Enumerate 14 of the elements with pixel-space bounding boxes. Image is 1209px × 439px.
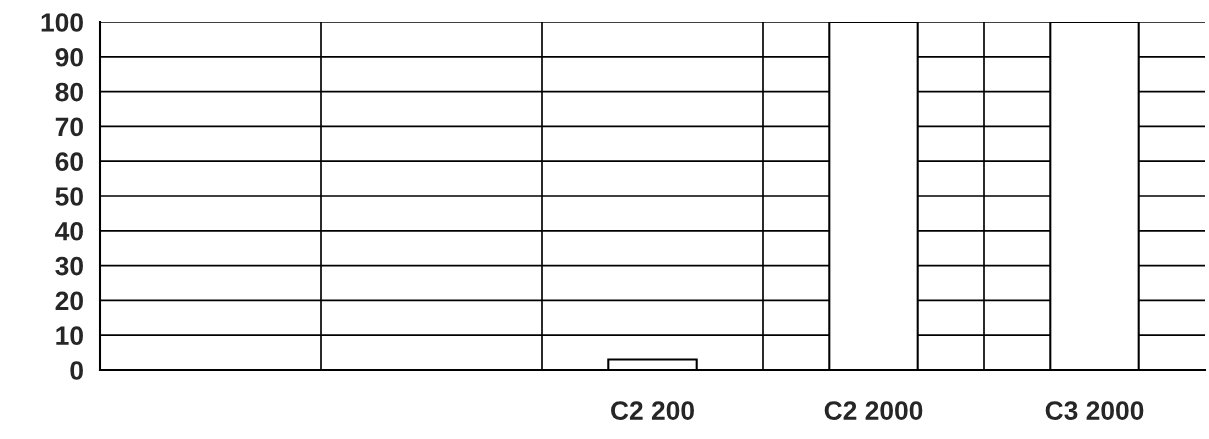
y-tick-label: 40 xyxy=(55,221,83,241)
y-tick-label: 50 xyxy=(55,187,83,206)
y-tick-label: 60 xyxy=(55,152,83,172)
y-tick-label: 70 xyxy=(55,117,83,137)
x-tick-label: C2 200 xyxy=(611,401,694,420)
y-tick-label: 0 xyxy=(70,361,83,380)
y-tick-label: 90 xyxy=(55,47,83,67)
y-tick-label: 100 xyxy=(41,13,83,32)
y-tick-label: 10 xyxy=(56,326,83,346)
y-tick-label: 30 xyxy=(55,256,83,276)
y-tick-label: 80 xyxy=(55,82,83,102)
y-tick-label: 20 xyxy=(55,291,83,311)
x-tick-label: C3 2000 xyxy=(1045,401,1144,420)
x-tick-label: C2 2000 xyxy=(824,401,923,420)
